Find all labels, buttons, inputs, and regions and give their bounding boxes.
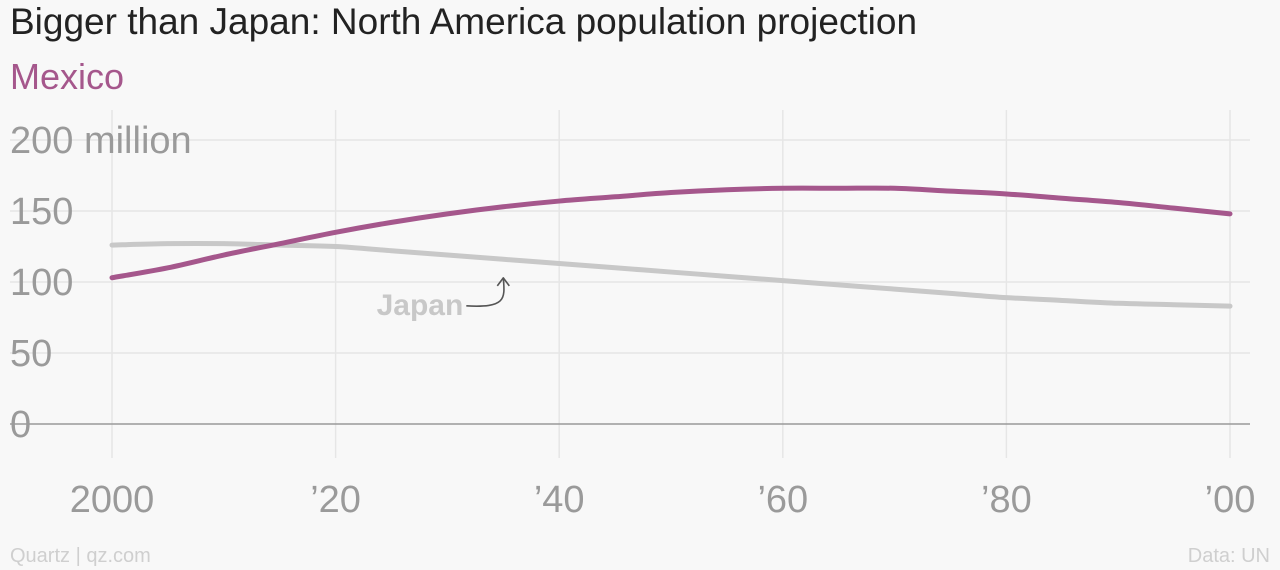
footer-credit: Quartz | qz.com	[10, 545, 151, 567]
x-tick-label: ’60	[757, 479, 808, 521]
y-tick-label: 0	[10, 404, 31, 446]
x-tick-label: ’40	[534, 479, 585, 521]
axes: 0 50 100 150 200 million 2000 ’20 ’40 ’60 ’80 ’00	[10, 120, 1255, 521]
y-tick-label: 200 million	[10, 120, 192, 162]
series	[109, 185, 1233, 309]
japan-series-label: Japan	[377, 289, 464, 322]
x-tick-label: ’80	[981, 479, 1032, 521]
annotations: Japan	[377, 277, 510, 322]
x-tick-label: 2000	[70, 479, 155, 521]
x-tick-label: ’00	[1205, 479, 1256, 521]
y-tick-label: 50	[10, 333, 52, 375]
y-tick-label: 150	[10, 191, 73, 233]
x-tick-label: ’20	[310, 479, 361, 521]
series-line-japan	[109, 240, 1233, 309]
annotation-arrowhead	[496, 277, 510, 287]
y-tick-label: 100	[10, 262, 73, 304]
chart-subtitle: Mexico	[10, 56, 125, 97]
grid	[10, 110, 1250, 458]
chart-title: Bigger than Japan: North America populat…	[10, 1, 918, 42]
footer-data-source: Data: UN	[1187, 545, 1270, 567]
series-line-mexico	[109, 185, 1233, 281]
annotation-arrow	[466, 277, 505, 307]
